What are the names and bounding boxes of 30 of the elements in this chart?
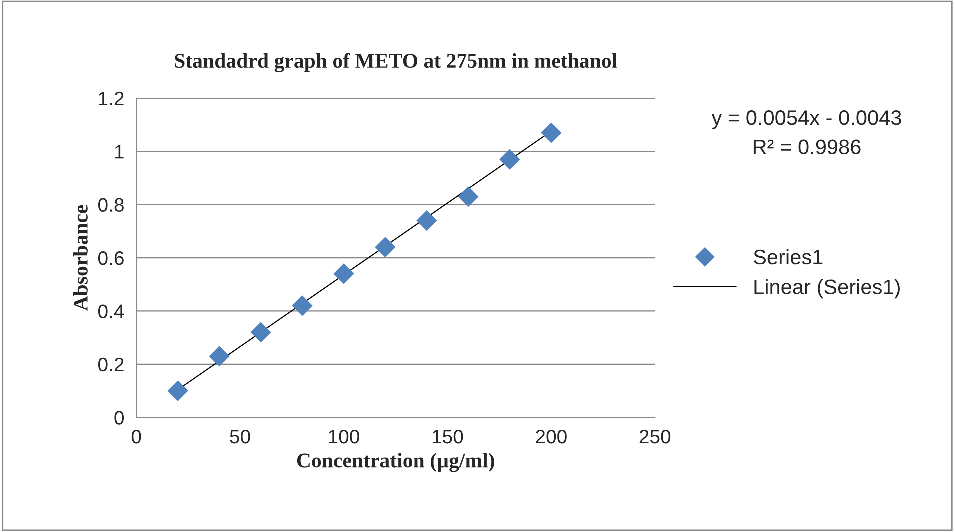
y-tick-label: 1 [115,145,124,159]
point [500,149,520,170]
y-tick-label: 0 [114,411,124,425]
point [334,264,354,284]
point [416,210,438,232]
legend-label: Series1 [754,249,823,265]
text: R² = 0.9986 [754,140,861,155]
x-tick-label: 250 [640,430,671,444]
point [375,237,396,258]
chart-title: Standadrd graph of METO at 275nm in methanol [175,53,618,72]
point [292,296,313,316]
point [458,186,479,208]
x-tick-label: 0 [132,430,142,444]
y-tick-label: 0.2 [98,358,124,372]
text: y = 0.0054x - 0.0043 [712,110,902,130]
point [209,346,230,367]
y-tick-label: 0.4 [98,304,124,318]
point [250,322,272,343]
x-axis-title: Concentration (µg/ml) [297,453,494,472]
point [541,122,562,144]
x-tick-label: 50 [230,430,250,444]
legend-label: Linear (Series1) [754,279,900,299]
y-tick-label: 1.2 [99,92,124,106]
y-tick-label: 0.8 [98,198,124,212]
point [168,380,188,402]
x-tick-label: 150 [432,430,464,444]
x-tick-label: 100 [329,430,360,444]
x-tick-label: 200 [536,430,567,444]
y-tick-label: 0.6 [98,251,124,266]
y-axis-title: Absorbance [73,205,88,312]
